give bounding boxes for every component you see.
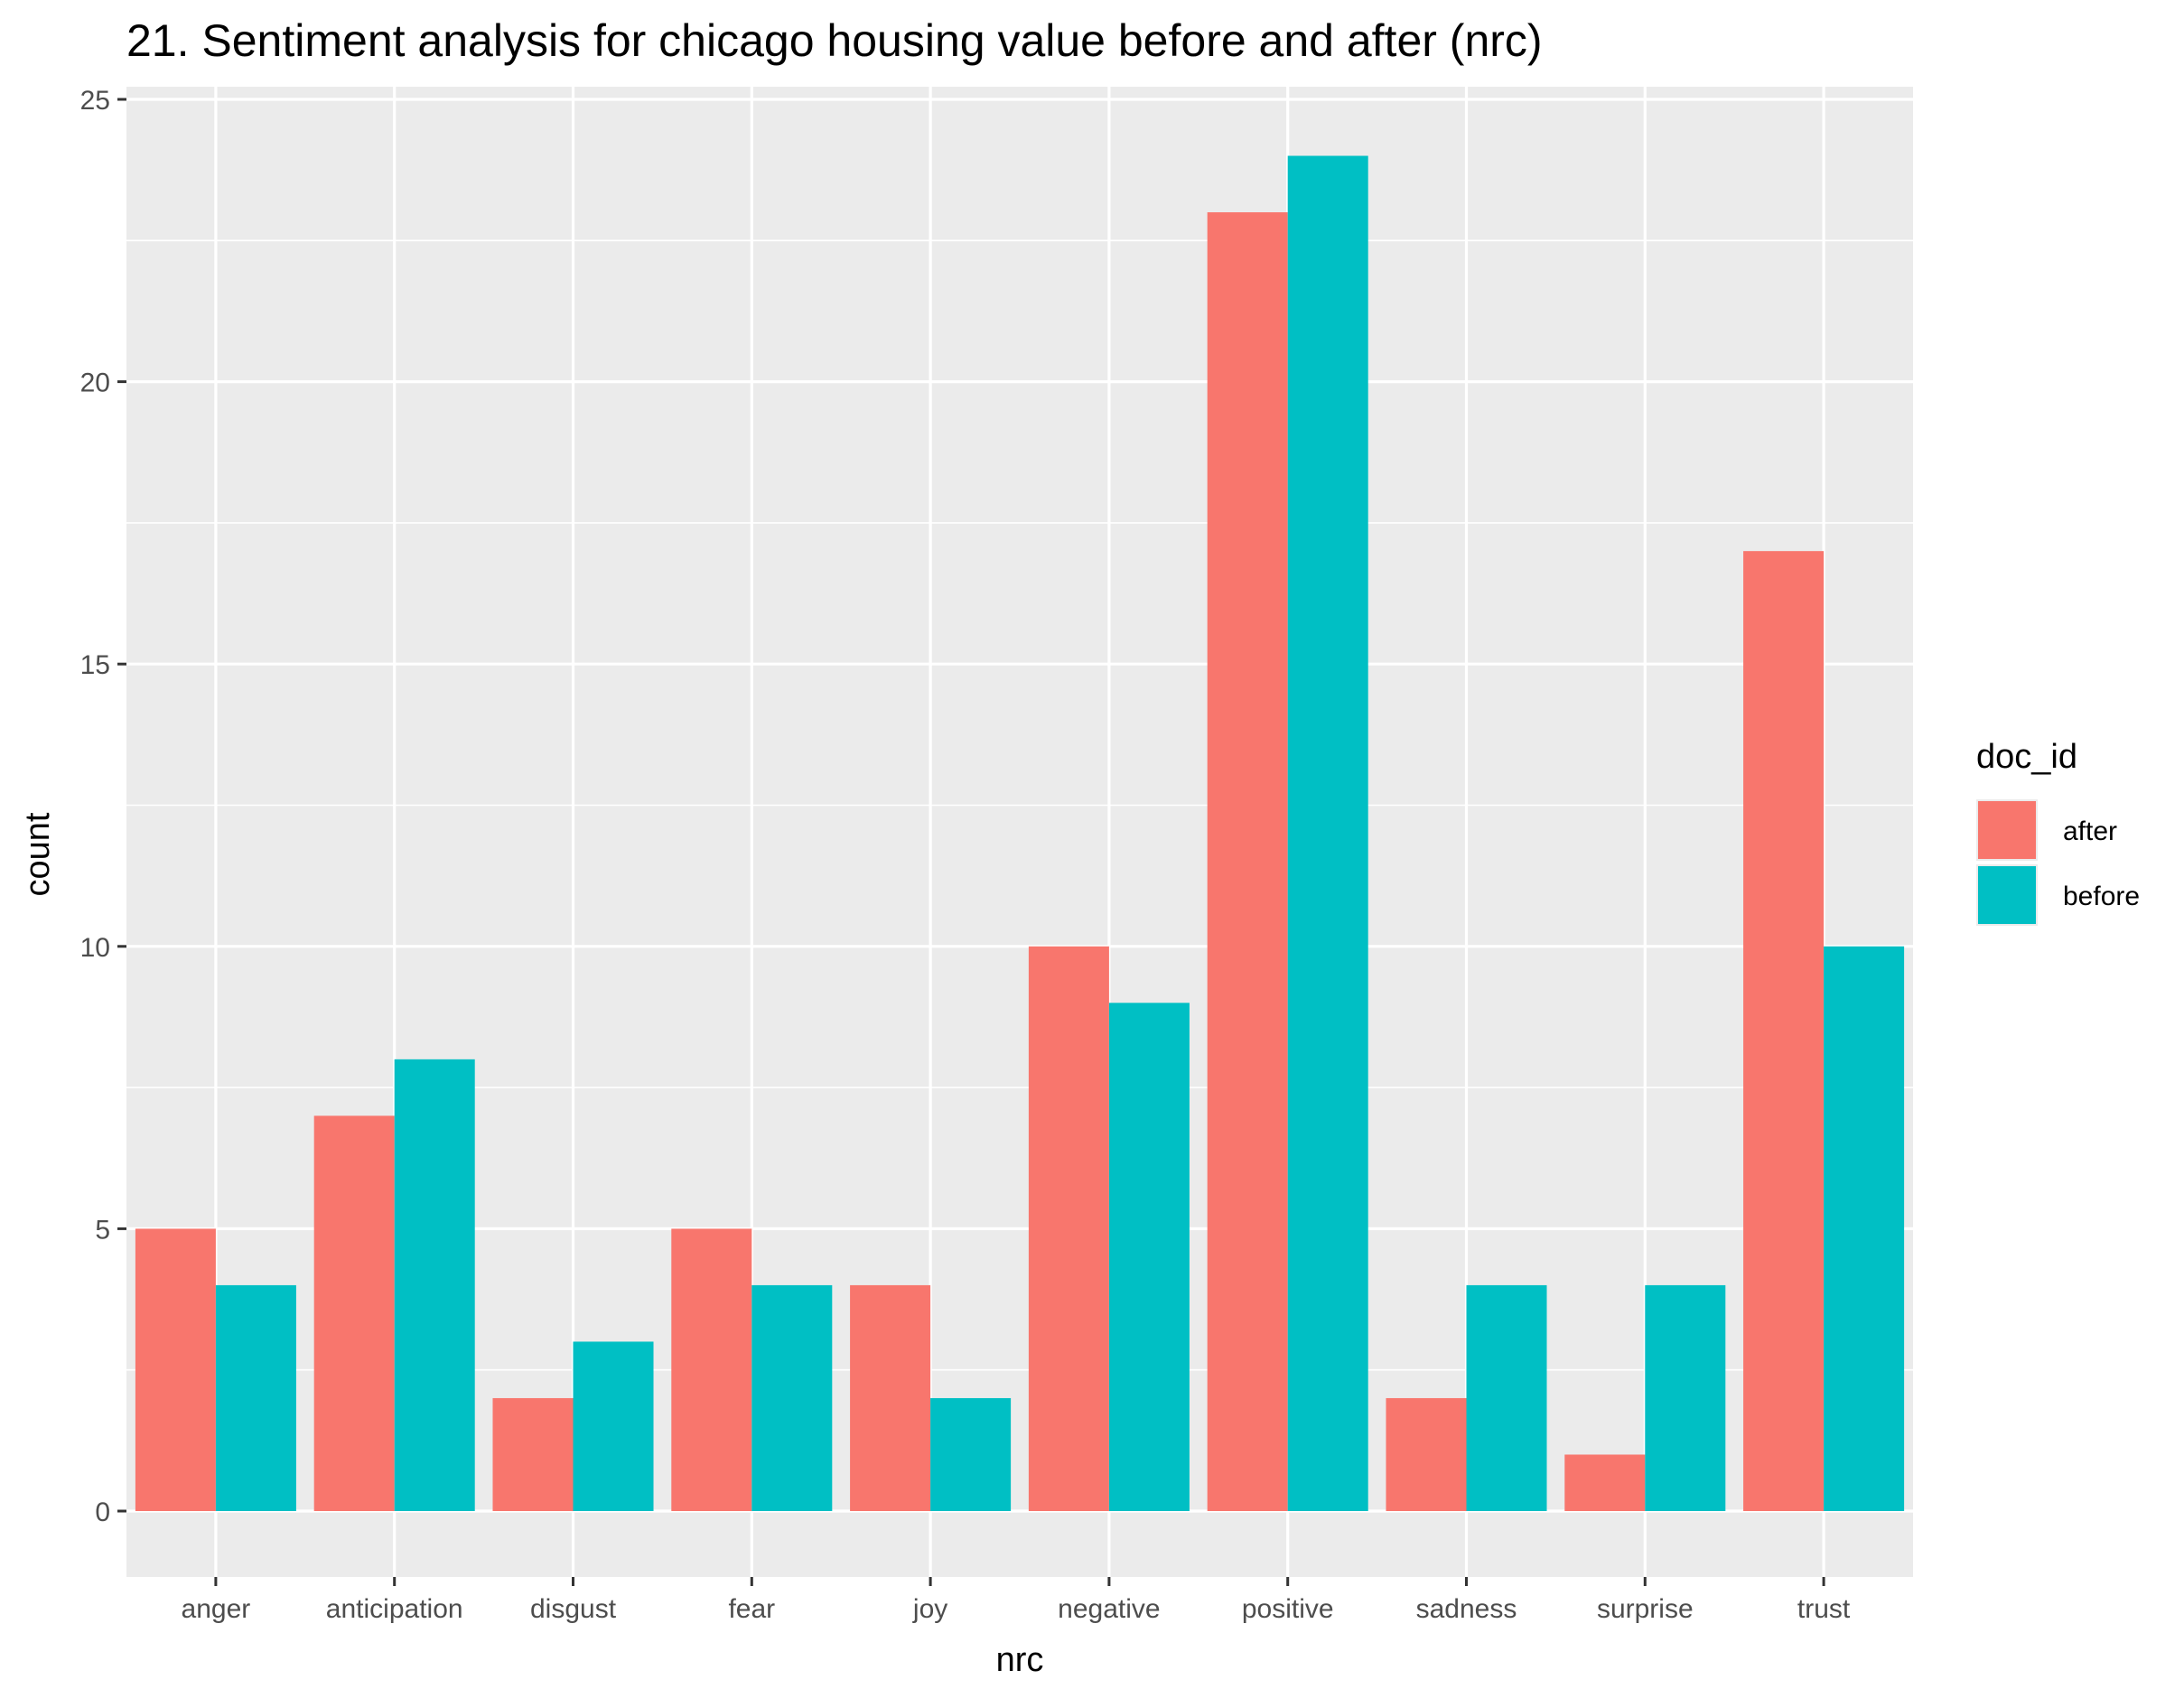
- x-tick-label-sadness: sadness: [1416, 1594, 1517, 1624]
- bar-after-negative: [1028, 946, 1109, 1511]
- x-tick-label-positive: positive: [1242, 1594, 1334, 1624]
- bar-before-negative: [1108, 1003, 1190, 1511]
- x-tick-label-anticipation: anticipation: [326, 1594, 463, 1624]
- y-tick-label: 25: [80, 86, 110, 116]
- bar-before-surprise: [1645, 1284, 1726, 1511]
- y-tick-label: 0: [95, 1498, 110, 1527]
- y-tick-label: 5: [95, 1215, 110, 1245]
- bar-after-anger: [135, 1228, 216, 1511]
- x-axis-title: nrc: [996, 1641, 1044, 1679]
- bar-before-positive: [1287, 155, 1368, 1511]
- bar-after-trust: [1743, 551, 1825, 1512]
- bar-before-anger: [215, 1284, 296, 1511]
- legend: doc_id after before: [1976, 738, 2140, 926]
- y-tick-label: 20: [80, 369, 110, 398]
- x-tick-label-fear: fear: [728, 1594, 775, 1624]
- bar-after-disgust: [492, 1397, 574, 1511]
- bar-before-trust: [1824, 946, 1905, 1511]
- bar-after-anticipation: [313, 1115, 395, 1511]
- x-tick-label-joy: joy: [912, 1594, 947, 1624]
- bar-before-fear: [751, 1284, 833, 1511]
- y-tick-label: 15: [80, 650, 110, 680]
- x-tick-label-surprise: surprise: [1597, 1594, 1694, 1624]
- x-tick-label-negative: negative: [1058, 1594, 1160, 1624]
- y-axis: 0 5 10 15 20 25: [80, 86, 126, 1527]
- legend-label-before: before: [2063, 882, 2140, 911]
- y-axis-title: count: [19, 812, 57, 896]
- chart-title: 21. Sentiment analysis for chicago housi…: [126, 15, 1543, 66]
- bar-after-fear: [671, 1228, 752, 1511]
- bar-before-sadness: [1466, 1284, 1547, 1511]
- legend-swatch-before: [1978, 866, 2036, 924]
- x-axis: anger anticipation disgust fear joy negative p…: [182, 1577, 1851, 1624]
- legend-label-after: after: [2063, 817, 2117, 846]
- legend-swatch-after: [1978, 801, 2036, 859]
- bar-before-joy: [930, 1397, 1012, 1511]
- x-tick-label-disgust: disgust: [530, 1594, 617, 1624]
- y-tick-label: 10: [80, 933, 110, 963]
- x-tick-label-anger: anger: [182, 1594, 251, 1624]
- bar-before-disgust: [573, 1341, 654, 1511]
- bars: [135, 155, 1905, 1512]
- bar-after-joy: [850, 1284, 931, 1511]
- legend-title: doc_id: [1976, 738, 2077, 776]
- bar-after-surprise: [1564, 1454, 1646, 1511]
- bar-after-positive: [1207, 212, 1288, 1511]
- bar-after-sadness: [1386, 1397, 1467, 1511]
- x-tick-label-trust: trust: [1797, 1594, 1851, 1624]
- bar-before-anticipation: [394, 1059, 475, 1511]
